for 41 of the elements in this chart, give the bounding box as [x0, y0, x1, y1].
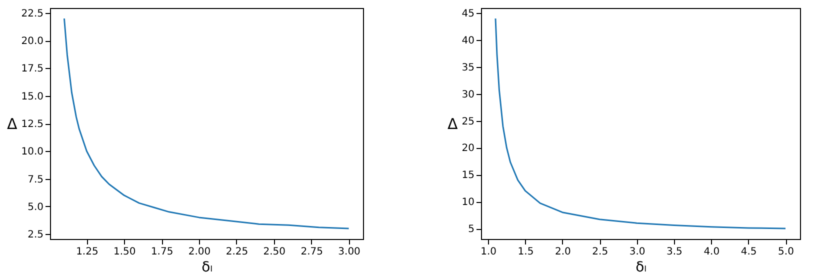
y-axis-title: Δ [6, 115, 18, 133]
x-axis-title: δₗ [202, 260, 212, 275]
x-tick-label: 1.75 [150, 246, 174, 258]
y-axis-title: Δ [448, 115, 459, 133]
x-tick-label: 2.5 [592, 246, 608, 258]
y-tick-label: 20.0 [21, 36, 44, 48]
y-tick-label: 35 [462, 62, 474, 74]
x-tick-label: 2.25 [226, 246, 248, 258]
y-tick-label: 40 [462, 36, 474, 47]
y-tick-label: 15.0 [21, 91, 44, 102]
y-tick-label: 2.5 [28, 230, 44, 241]
x-tick-label: 2.00 [188, 246, 211, 258]
y-tick-label: 20 [462, 143, 474, 154]
x-tick-label: 1.50 [114, 246, 136, 258]
x-tick-label: 1.5 [518, 246, 534, 258]
x-tick-label: 2.75 [300, 246, 323, 258]
y-tick-label: 22.5 [21, 8, 44, 20]
y-tick-label: 10.0 [21, 146, 44, 158]
y-tick-label: 10 [462, 197, 474, 208]
x-tick-label: 1.25 [76, 246, 98, 258]
x-tick-label: 2.0 [554, 246, 571, 258]
x-tick-label: 2.50 [263, 246, 286, 258]
line-series [494, 18, 786, 230]
y-tick-label: 17.5 [21, 64, 44, 75]
x-tick-label: 3.00 [338, 246, 360, 258]
x-tick-label: 4.0 [704, 246, 720, 258]
y-tick-label: 7.5 [28, 174, 44, 186]
y-tick-label: 25 [462, 116, 474, 128]
y-tick-label: 5.0 [28, 202, 44, 213]
x-tick-label: 4.5 [740, 246, 757, 258]
x-tick-label: 1.0 [480, 246, 497, 258]
x-tick-label: 3.0 [629, 246, 646, 258]
line-series [63, 18, 350, 230]
y-tick-label: 5 [468, 224, 474, 235]
y-tick-label: 15 [462, 170, 474, 182]
x-tick-label: 5.0 [778, 246, 794, 258]
y-tick-label: 45 [462, 8, 474, 20]
y-tick-label: 12.5 [21, 119, 44, 130]
y-tick-label: 30 [462, 89, 474, 100]
x-tick-label: 3.5 [666, 246, 682, 258]
x-axis-title: δₗ [636, 260, 646, 275]
